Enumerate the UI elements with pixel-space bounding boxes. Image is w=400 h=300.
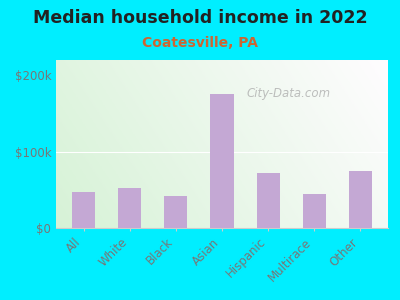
Bar — [303, 194, 326, 228]
Bar — [256, 173, 280, 228]
Text: City-Data.com: City-Data.com — [246, 87, 330, 100]
Text: Median household income in 2022: Median household income in 2022 — [33, 9, 367, 27]
Bar — [118, 188, 141, 228]
Bar — [349, 171, 372, 228]
Bar — [164, 196, 188, 228]
Text: Coatesville, PA: Coatesville, PA — [142, 36, 258, 50]
Bar — [210, 94, 234, 228]
Bar — [72, 192, 95, 228]
